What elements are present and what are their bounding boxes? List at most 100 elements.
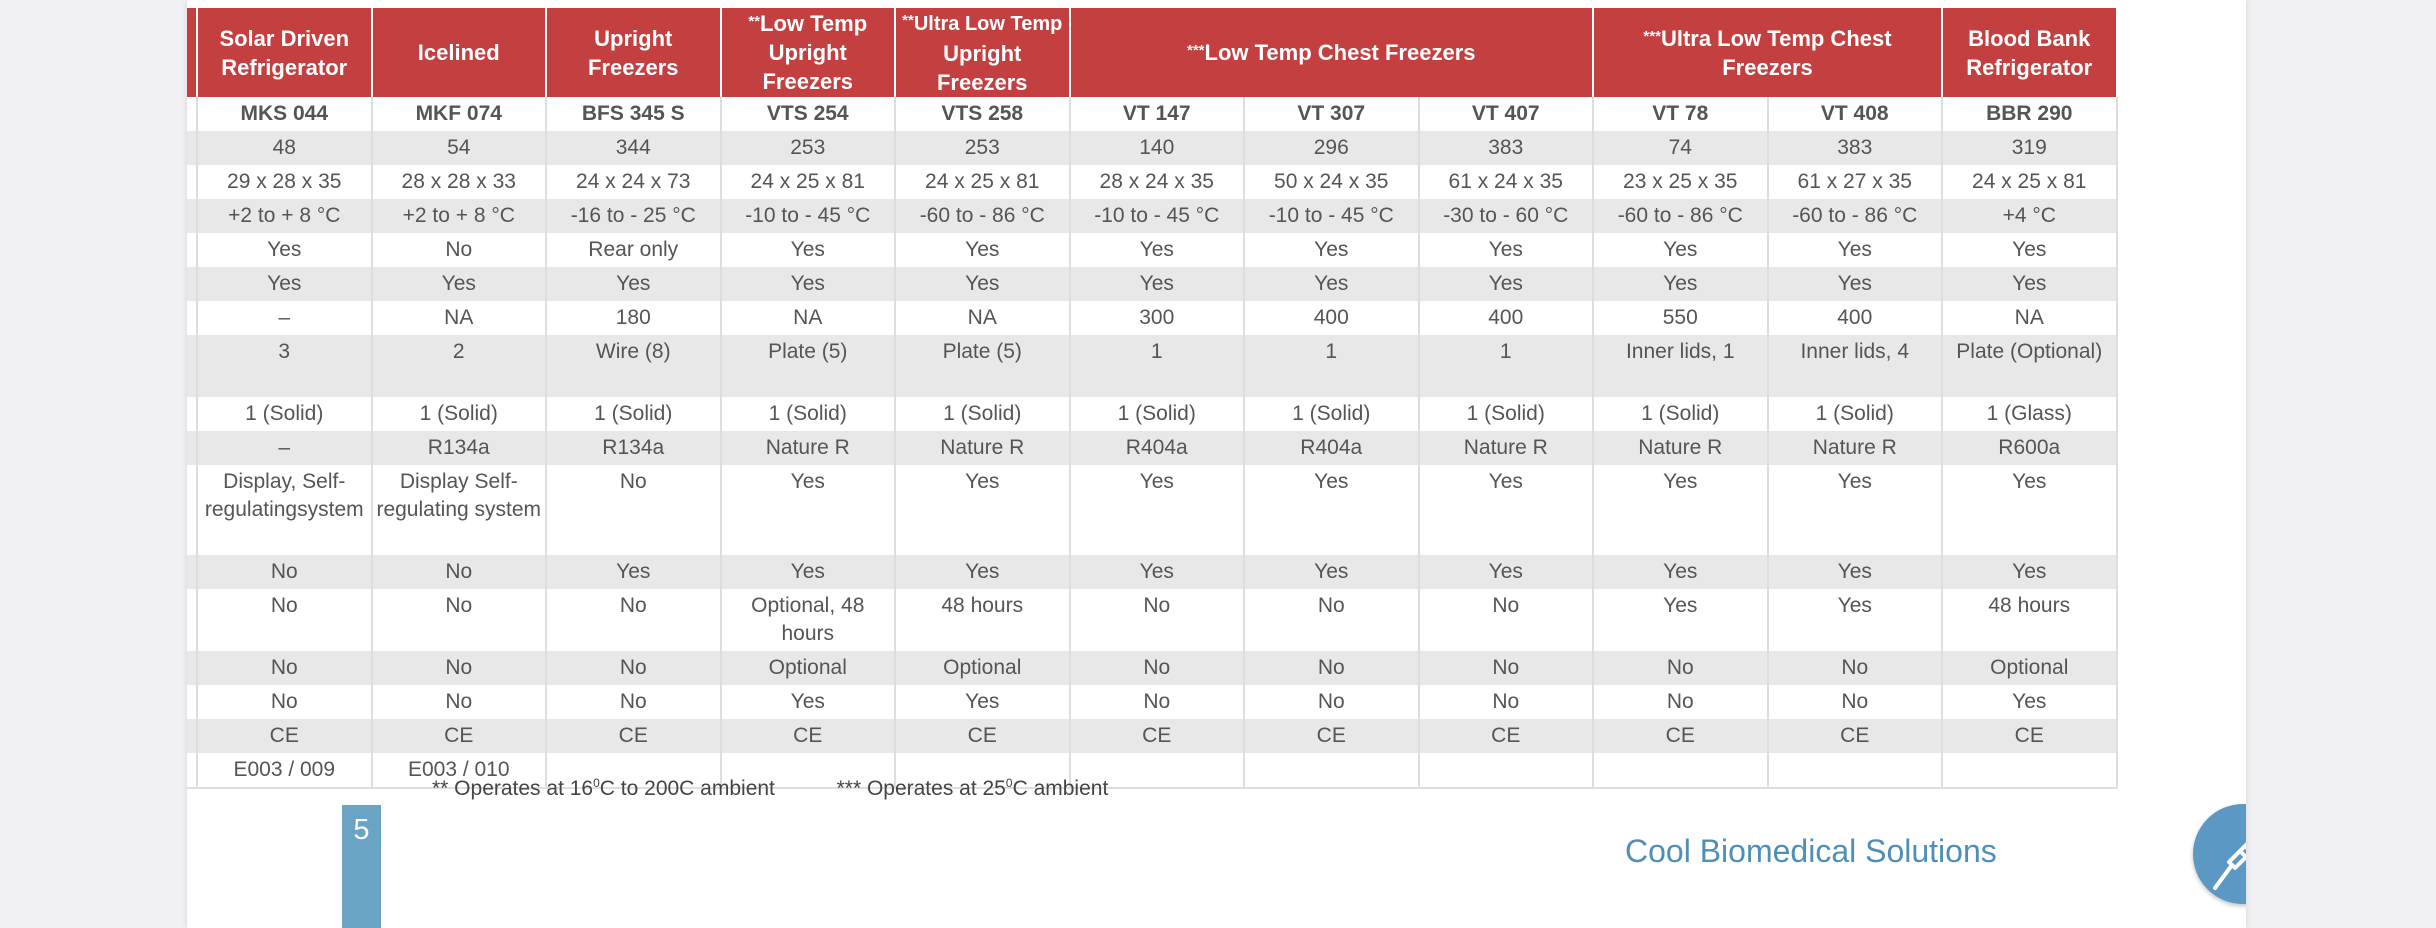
spec-page: Solar Driven Refrigerator Icelined Uprig… [187, 0, 2246, 928]
table-cell: CE [1766, 719, 1943, 753]
table-cell: 74 [1592, 131, 1769, 165]
table-cell: Yes [1766, 233, 1943, 267]
table-cell: 1 [1243, 335, 1420, 397]
table-cell [1941, 753, 2118, 789]
footnotes: ** Operates at 160C to 200C ambient *** … [432, 776, 1108, 801]
table-cell: -10 to - 45 °C [1068, 199, 1245, 233]
header-low-temp-chest-freezers: ***Low Temp Chest Freezers [1068, 8, 1594, 97]
table-cell: No [1243, 685, 1420, 719]
table-cell: VT 78 [1592, 97, 1769, 131]
table-cell: 61 x 27 x 35 [1766, 165, 1943, 199]
table-cell: Yes [1766, 589, 1943, 651]
table-cell: 29 x 28 x 35 [196, 165, 373, 199]
table-cell: Yes [1417, 555, 1594, 589]
product-spec-table: Solar Driven Refrigerator Icelined Uprig… [187, 8, 2118, 789]
table-cell: 54 [370, 131, 547, 165]
table-row-certification: CE CE CE CE CE CE CE CE CE CE CE [187, 719, 2118, 753]
table-cell: Inner lids, 4 [1766, 335, 1943, 397]
row-lead-cell [187, 335, 198, 397]
header-low-temp-upright-freezers: **Low Temp Upright Freezers [719, 8, 896, 97]
table-cell: 48 [196, 131, 373, 165]
table-cell: Plate (5) [719, 335, 896, 397]
table-cell: CE [370, 719, 547, 753]
table-cell: 383 [1766, 131, 1943, 165]
table-row-dimensions: 29 x 28 x 35 28 x 28 x 33 24 x 24 x 73 24 x… [187, 165, 2118, 199]
table-cell: 1 (Solid) [894, 397, 1071, 431]
table-cell: NA [370, 301, 547, 335]
table-cell: No [370, 555, 547, 589]
table-cell: VTS 258 [894, 97, 1071, 131]
table-cell: 1 (Solid) [1068, 397, 1245, 431]
table-cell: CE [545, 719, 722, 753]
table-cell: Yes [1417, 233, 1594, 267]
table-cell: 253 [894, 131, 1071, 165]
table-cell: 1 (Solid) [1417, 397, 1594, 431]
table-cell: 400 [1766, 301, 1943, 335]
table-cell: Yes [1766, 267, 1943, 301]
table-cell: 253 [719, 131, 896, 165]
table-cell: 1 [1417, 335, 1594, 397]
table-cell: NA [1941, 301, 2118, 335]
row-lead-cell [187, 753, 198, 789]
table-cell: 1 (Solid) [370, 397, 547, 431]
row-lead-cell [187, 165, 198, 199]
table-cell: Yes [1766, 555, 1943, 589]
table-cell: CE [1243, 719, 1420, 753]
table-cell: Optional [719, 651, 896, 685]
header-ultra-low-temp-upright-freezers: **Ultra Low Temp Upright Freezers [894, 8, 1071, 97]
table-cell: 1 (Solid) [1592, 397, 1769, 431]
table-row-capacity: 48 54 344 253 253 140 296 383 74 383 319 [187, 131, 2118, 165]
header-marker: *** [1643, 27, 1661, 45]
table-cell: CE [196, 719, 373, 753]
table-cell: 48 hours [894, 589, 1071, 651]
table-row-row-14: No No No Optional Optional No No No No No Optional [187, 651, 2118, 685]
table-cell: Nature R [1766, 431, 1943, 465]
header-upright-freezers: Upright Freezers [545, 8, 722, 97]
table-cell: E003 / 009 [196, 753, 373, 789]
table-cell: Yes [196, 233, 373, 267]
table-cell [894, 753, 1071, 789]
table-cell: +2 to + 8 °C [370, 199, 547, 233]
table-cell: No [545, 589, 722, 651]
table-cell: +2 to + 8 °C [196, 199, 373, 233]
table-cell: No [370, 233, 547, 267]
footnote-text: C ambient [1012, 777, 1109, 800]
header-blood-bank-refrigerator: Blood Bank Refrigerator [1941, 8, 2118, 97]
table-cell: No [370, 685, 547, 719]
table-row-row-11: Display, Self-regulatingsystem Display Se… [187, 465, 2118, 555]
table-cell: Yes [1243, 267, 1420, 301]
header-icelined: Icelined [370, 8, 547, 97]
table-cell: MKF 074 [370, 97, 547, 131]
table-cell: No [1417, 685, 1594, 719]
table-cell: Wire (8) [545, 335, 722, 397]
footnote-ambient-16: ** Operates at 160C to 200C ambient [432, 776, 775, 800]
table-row-row-8: 3 2 Wire (8) Plate (5) Plate (5) 1 1 1 Inner lid… [187, 335, 2118, 397]
table-cell: Yes [894, 233, 1071, 267]
header-solar-driven-refrigerator: Solar Driven Refrigerator [196, 8, 373, 97]
table-cell: 61 x 24 x 35 [1417, 165, 1594, 199]
table-row-refrigerant: – R134a R134a Nature R Nature R R404a R404a Nat… [187, 431, 2118, 465]
table-cell: 319 [1941, 131, 2118, 165]
table-row-temperature-range: +2 to + 8 °C +2 to + 8 °C -16 to - 25 °C -1… [187, 199, 2118, 233]
table-cell: -30 to - 60 °C [1417, 199, 1594, 233]
table-cell: 28 x 24 x 35 [1068, 165, 1245, 199]
table-cell: 550 [1592, 301, 1769, 335]
row-lead-cell [187, 431, 198, 465]
table-cell: 344 [545, 131, 722, 165]
table-cell: CE [894, 719, 1071, 753]
table-cell [719, 753, 896, 789]
table-cell: VT 307 [1243, 97, 1420, 131]
table-cell: R404a [1068, 431, 1245, 465]
table-cell: No [1592, 651, 1769, 685]
table-cell: Yes [1766, 465, 1943, 555]
table-cell: No [196, 685, 373, 719]
table-cell: Yes [1417, 465, 1594, 555]
table-cell: VTS 254 [719, 97, 896, 131]
row-lead-cell [187, 651, 198, 685]
table-cell: 50 x 24 x 35 [1243, 165, 1420, 199]
table-cell: 1 (Glass) [1941, 397, 2118, 431]
table-cell: Yes [719, 233, 896, 267]
table-cell: No [1766, 685, 1943, 719]
row-lead-cell [187, 397, 198, 431]
row-lead-cell [187, 199, 198, 233]
